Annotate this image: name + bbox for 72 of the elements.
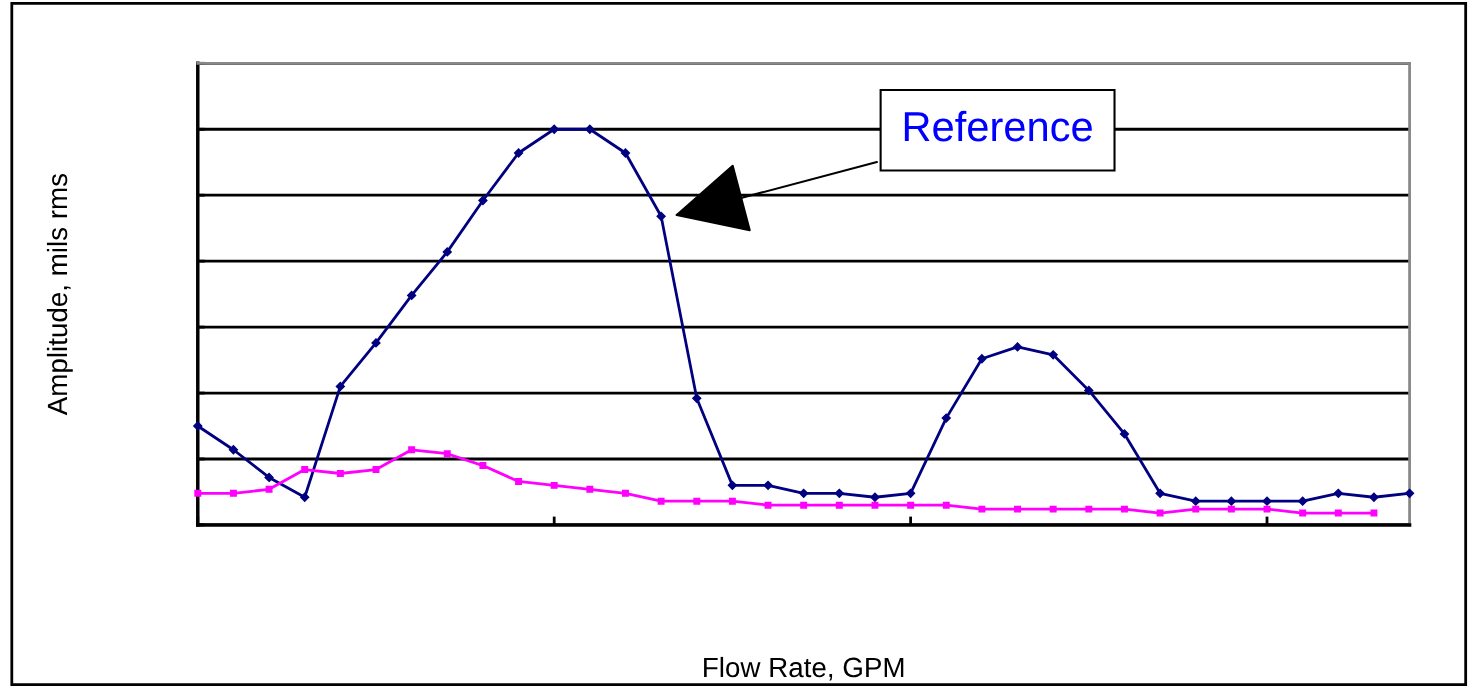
point (1370, 509, 1378, 517)
point (1191, 496, 1201, 506)
point (550, 481, 558, 489)
point (301, 466, 309, 474)
point (870, 492, 880, 502)
point (1192, 505, 1200, 513)
point (763, 480, 773, 490)
point (478, 195, 488, 206)
point (513, 148, 524, 158)
point (1012, 342, 1023, 352)
point (443, 450, 451, 458)
point (228, 445, 239, 455)
point (728, 497, 736, 505)
y-axis-title: Amplitude, mils rms (46, 173, 73, 416)
point (335, 381, 345, 392)
point (1155, 488, 1165, 498)
point (265, 485, 273, 493)
point (692, 393, 702, 403)
point (1049, 505, 1057, 513)
point (585, 124, 595, 134)
point (871, 501, 879, 509)
point (1156, 509, 1164, 517)
point (1262, 496, 1272, 506)
point (586, 485, 594, 493)
point (1014, 505, 1022, 513)
point (693, 497, 701, 505)
point (229, 489, 237, 497)
point (264, 472, 274, 483)
point (834, 488, 844, 498)
point (1119, 429, 1130, 439)
point (515, 477, 523, 485)
point (193, 421, 203, 431)
point (941, 413, 951, 423)
point (799, 488, 809, 498)
x-axis-title: Flow Rate, GPM (704, 656, 904, 681)
point (194, 489, 202, 497)
point (800, 501, 808, 509)
point (300, 492, 310, 502)
point (656, 211, 666, 221)
point (1226, 496, 1236, 506)
point (942, 501, 950, 509)
point (371, 338, 381, 348)
point (1404, 488, 1415, 498)
point (1227, 505, 1235, 513)
point (657, 497, 665, 505)
point (336, 470, 344, 477)
point (408, 446, 416, 454)
point (372, 466, 380, 474)
point (1333, 488, 1343, 498)
point (479, 462, 487, 470)
point (1299, 509, 1307, 517)
point (1298, 496, 1308, 506)
point (549, 124, 559, 134)
point (622, 489, 629, 497)
point (620, 148, 631, 158)
point (442, 247, 452, 257)
point (1263, 505, 1271, 513)
point (1048, 350, 1058, 360)
point (977, 354, 987, 364)
point (727, 480, 738, 490)
point (1120, 505, 1128, 513)
point (1085, 505, 1093, 513)
point (978, 505, 986, 513)
point (835, 501, 843, 509)
point (1369, 492, 1379, 502)
annotation: Reference (904, 110, 1092, 142)
point (905, 488, 916, 498)
point (407, 290, 417, 301)
point (907, 501, 915, 509)
point (1334, 509, 1342, 517)
point (764, 501, 772, 509)
point (1084, 385, 1094, 396)
